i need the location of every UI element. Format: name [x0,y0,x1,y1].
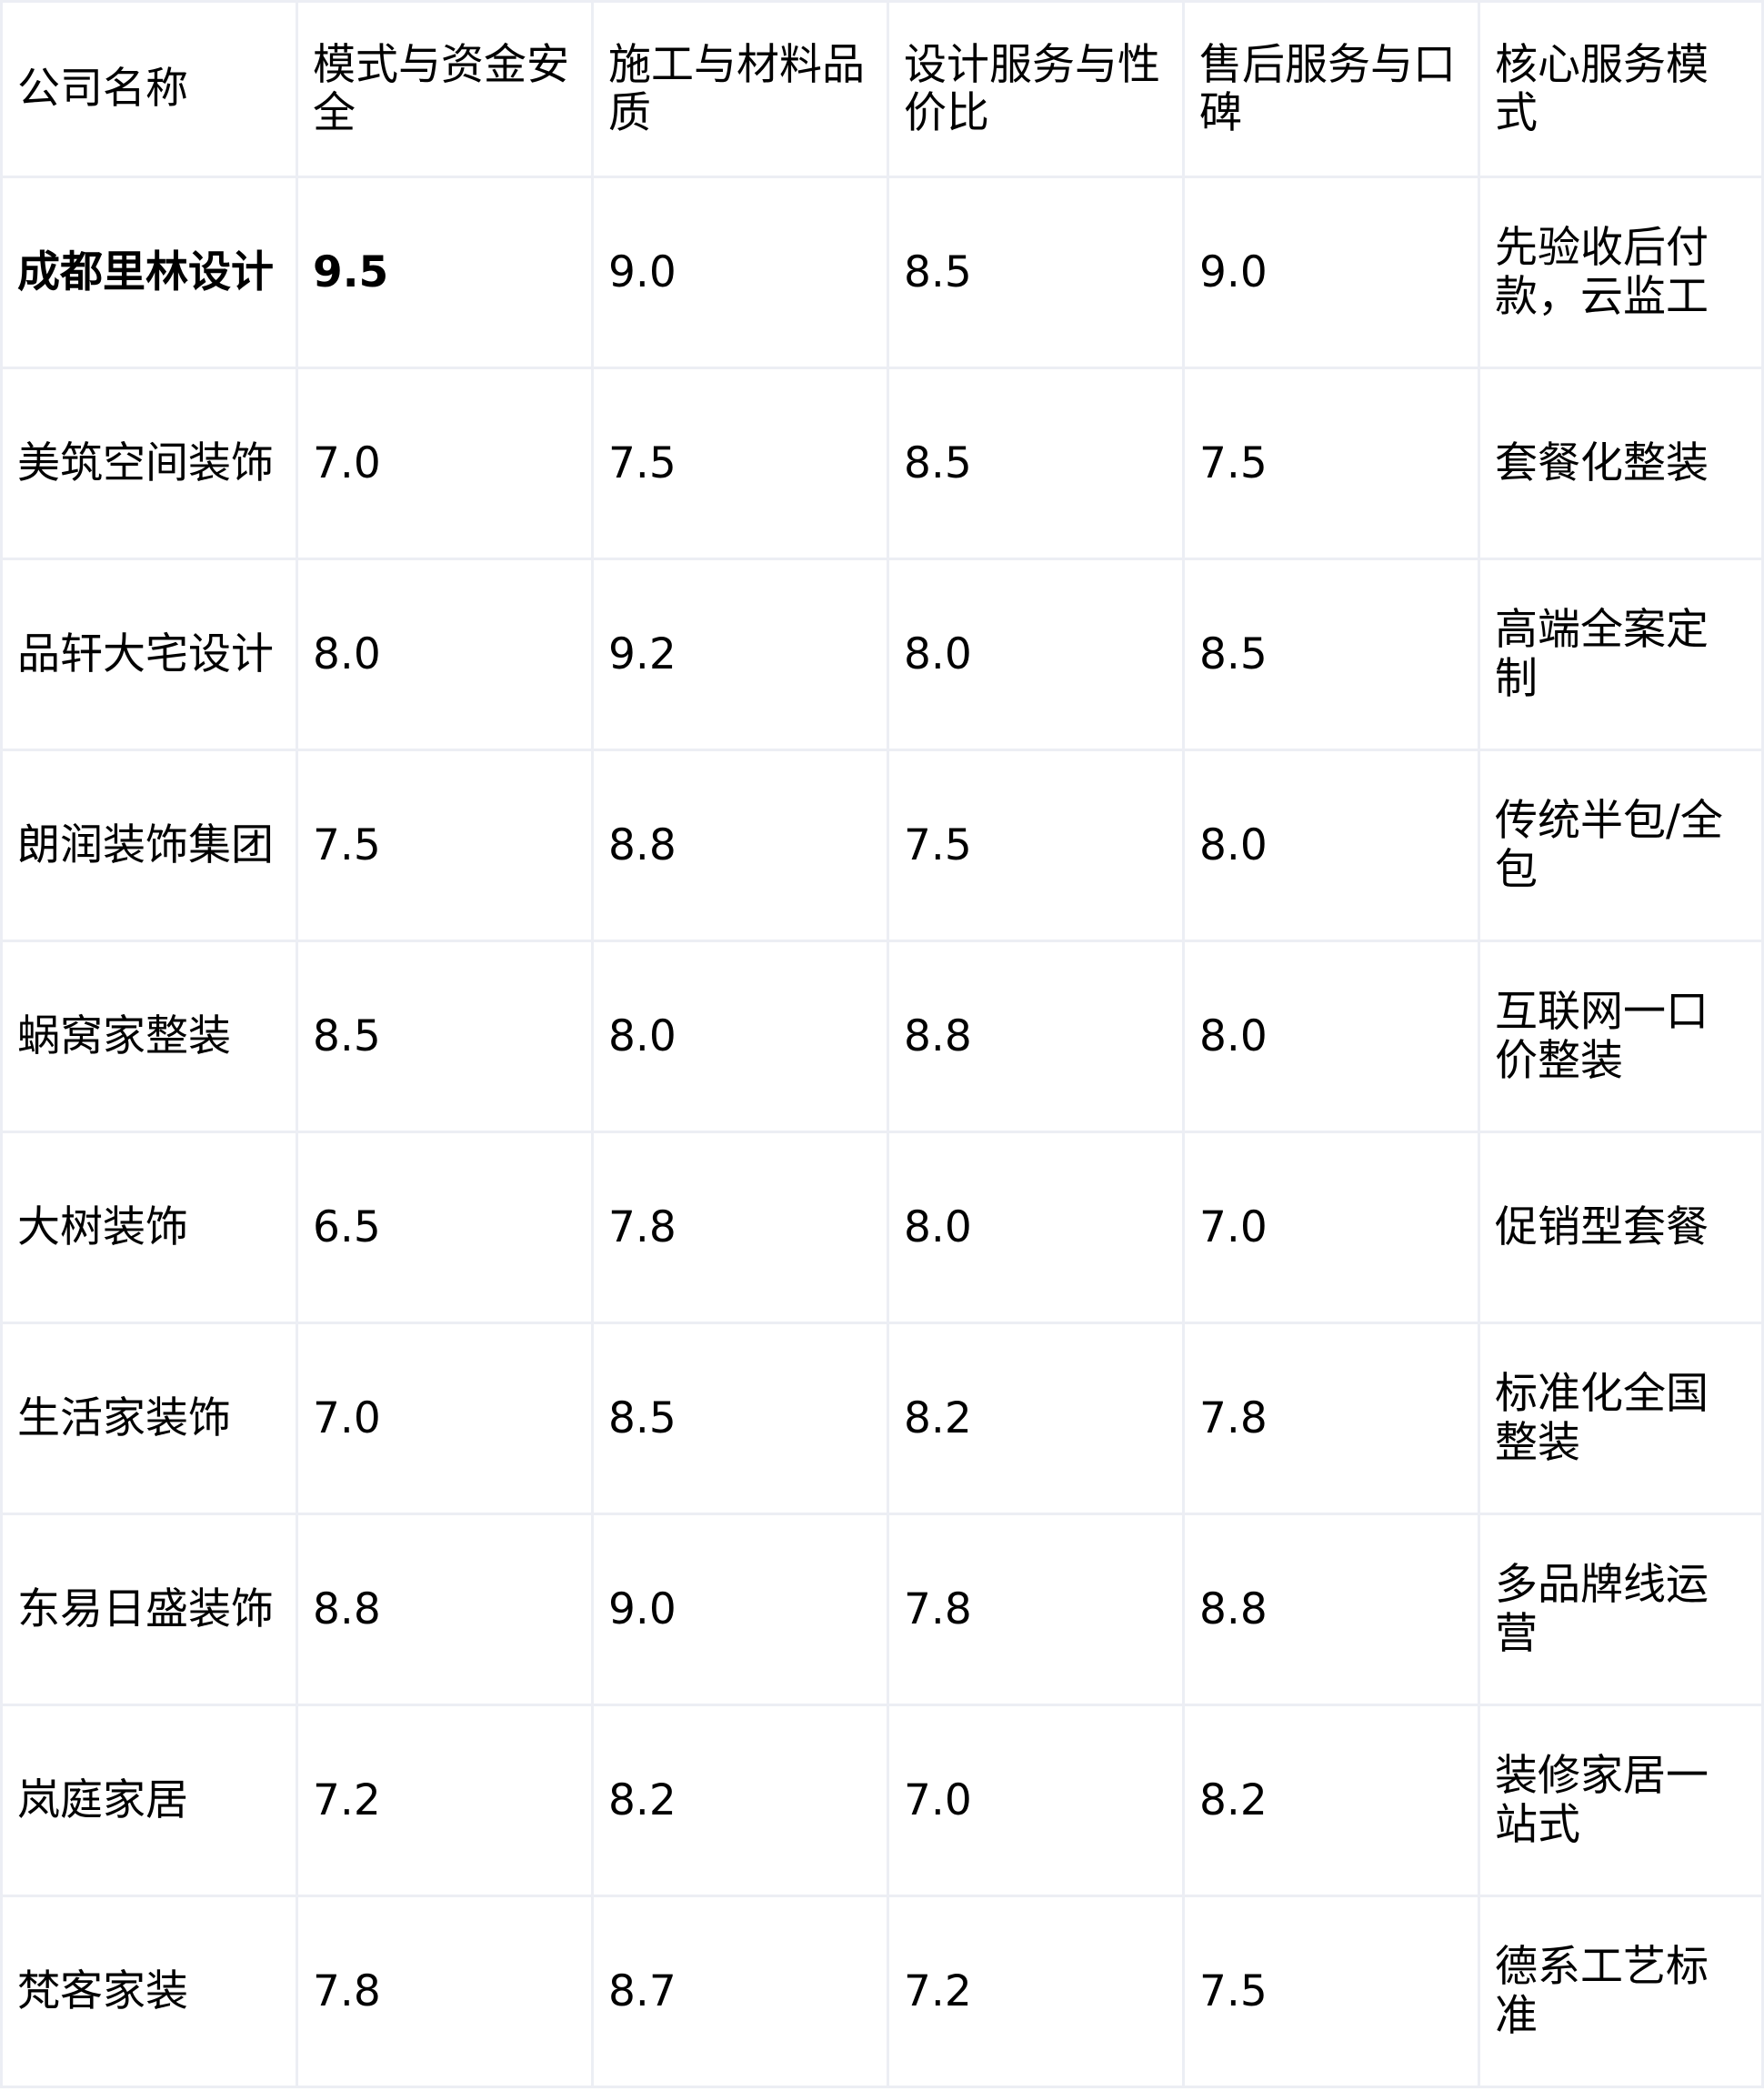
score-design-value: 7.8 [887,1513,1185,1706]
score-after-sales: 7.0 [1183,1131,1480,1324]
column-header-construction-quality: 施工与材料品质 [592,1,889,178]
service-mode: 标准化全国整装 [1478,1322,1763,1515]
score-after-sales: 7.8 [1183,1322,1480,1515]
score-fund-safety: 7.5 [296,749,594,942]
table-row: 蜗窝家整装 8.5 8.0 8.8 8.0 互联网一口价整装 [1,940,1763,1133]
table-row: 美筑空间装饰 7.0 7.5 8.5 7.5 套餐化整装 [1,367,1763,560]
score-after-sales: 7.5 [1183,1895,1480,2088]
table-row: 岚庭家居 7.2 8.2 7.0 8.2 装修家居一站式 [1,1704,1763,1897]
score-fund-safety: 9.5 [296,176,594,369]
score-after-sales: 8.0 [1183,749,1480,942]
table-body: 成都里林设计 9.5 9.0 8.5 9.0 先验收后付款，云监工 美筑空间装饰 7.0 7.5… [1,176,1763,2088]
column-header-service-mode: 核心服务模式 [1478,1,1763,178]
score-construction-quality: 8.8 [592,749,889,942]
column-header-company: 公司名称 [1,1,298,178]
table-row: 大树装饰 6.5 7.8 8.0 7.0 促销型套餐 [1,1131,1763,1324]
score-fund-safety: 7.2 [296,1704,594,1897]
score-after-sales: 8.8 [1183,1513,1480,1706]
table-row: 生活家装饰 7.0 8.5 8.2 7.8 标准化全国整装 [1,1322,1763,1515]
score-design-value: 8.5 [887,176,1185,369]
score-design-value: 7.2 [887,1895,1185,2088]
table-header: 公司名称 模式与资金安全 施工与材料品质 设计服务与性价比 售后服务与口碑 核心… [1,1,1763,178]
score-design-value: 8.0 [887,1131,1185,1324]
score-construction-quality: 8.7 [592,1895,889,2088]
column-header-fund-safety: 模式与资金安全 [296,1,594,178]
score-after-sales: 9.0 [1183,176,1480,369]
service-mode: 互联网一口价整装 [1478,940,1763,1133]
company-name: 成都里林设计 [1,176,298,369]
score-fund-safety: 8.0 [296,558,594,751]
score-after-sales: 7.5 [1183,367,1480,560]
company-name: 梵客家装 [1,1895,298,2088]
score-design-value: 8.2 [887,1322,1185,1515]
score-design-value: 7.5 [887,749,1185,942]
table-row: 朗润装饰集团 7.5 8.8 7.5 8.0 传统半包/全包 [1,749,1763,942]
company-name: 品轩大宅设计 [1,558,298,751]
service-mode: 多品牌线运营 [1478,1513,1763,1706]
score-design-value: 8.0 [887,558,1185,751]
score-design-value: 8.5 [887,367,1185,560]
table-row: 品轩大宅设计 8.0 9.2 8.0 8.5 高端全案定制 [1,558,1763,751]
company-name: 朗润装饰集团 [1,749,298,942]
company-name: 蜗窝家整装 [1,940,298,1133]
service-mode: 促销型套餐 [1478,1131,1763,1324]
score-construction-quality: 9.0 [592,1513,889,1706]
score-after-sales: 8.0 [1183,940,1480,1133]
score-construction-quality: 7.8 [592,1131,889,1324]
score-fund-safety: 7.8 [296,1895,594,2088]
company-name: 生活家装饰 [1,1322,298,1515]
score-after-sales: 8.2 [1183,1704,1480,1897]
score-after-sales: 8.5 [1183,558,1480,751]
score-fund-safety: 6.5 [296,1131,594,1324]
service-mode: 传统半包/全包 [1478,749,1763,942]
service-mode: 装修家居一站式 [1478,1704,1763,1897]
service-mode: 高端全案定制 [1478,558,1763,751]
table-header-row: 公司名称 模式与资金安全 施工与材料品质 设计服务与性价比 售后服务与口碑 核心… [1,1,1763,178]
service-mode: 德系工艺标准 [1478,1895,1763,2088]
company-name: 东易日盛装饰 [1,1513,298,1706]
company-name: 岚庭家居 [1,1704,298,1897]
score-construction-quality: 8.5 [592,1322,889,1515]
company-name: 美筑空间装饰 [1,367,298,560]
score-construction-quality: 7.5 [592,367,889,560]
score-fund-safety: 8.5 [296,940,594,1133]
score-construction-quality: 8.2 [592,1704,889,1897]
table-row: 东易日盛装饰 8.8 9.0 7.8 8.8 多品牌线运营 [1,1513,1763,1706]
score-construction-quality: 9.2 [592,558,889,751]
table-row: 成都里林设计 9.5 9.0 8.5 9.0 先验收后付款，云监工 [1,176,1763,369]
score-construction-quality: 8.0 [592,940,889,1133]
score-fund-safety: 8.8 [296,1513,594,1706]
column-header-after-sales: 售后服务与口碑 [1183,1,1480,178]
score-design-value: 8.8 [887,940,1185,1133]
column-header-design-value: 设计服务与性价比 [887,1,1185,178]
score-design-value: 7.0 [887,1704,1185,1897]
score-fund-safety: 7.0 [296,1322,594,1515]
table-row: 梵客家装 7.8 8.7 7.2 7.5 德系工艺标准 [1,1895,1763,2088]
company-name: 大树装饰 [1,1131,298,1324]
service-mode: 先验收后付款，云监工 [1478,176,1763,369]
score-fund-safety: 7.0 [296,367,594,560]
service-mode: 套餐化整装 [1478,367,1763,560]
score-construction-quality: 9.0 [592,176,889,369]
